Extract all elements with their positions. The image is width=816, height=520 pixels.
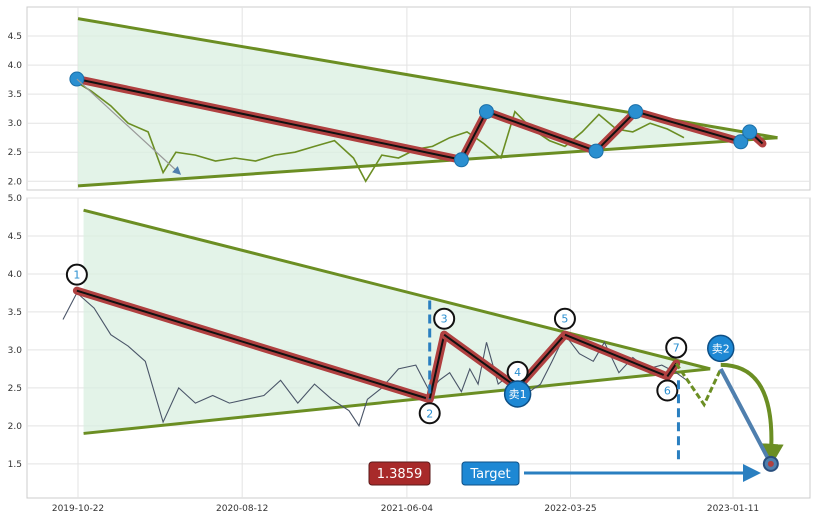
- wave-label-circle: [65, 263, 88, 286]
- target-value-text: 1.3859: [377, 467, 423, 482]
- bottom-y-axis: 1.5 2.0 2.5 3.0 3.5 4.0 4.5 5.0: [8, 194, 23, 470]
- top-wave-pivot: [742, 124, 758, 140]
- target-annotation: 1.3859 Target: [368, 461, 761, 486]
- top-wave-core: [460, 111, 488, 161]
- bottom-price: [62, 292, 688, 428]
- wave-label-text: 1: [73, 269, 80, 282]
- bot-ytick-label: 3.5: [8, 308, 22, 318]
- bot-price-line: [62, 292, 688, 428]
- wave-label-text: 5: [561, 313, 568, 326]
- bot-ytick-label: 4.5: [8, 232, 22, 242]
- top-panel: 2.0 2.5 3.0 3.5 4.0 4.5: [8, 6, 811, 191]
- bot-wave-core: [76, 289, 431, 401]
- target-label-text: Target: [469, 467, 510, 482]
- bottom-panel: 1.5 2.0 2.5 3.0 3.5 4.0 4.5 5.0 2019-10-22 2020-…: [8, 194, 811, 514]
- bot-lower-trendline: [83, 367, 711, 435]
- top-ytick-label: 2.0: [8, 177, 23, 187]
- top-ytick-label: 4.5: [8, 32, 22, 42]
- wave-label-text: 6: [664, 384, 671, 397]
- bot-ytick-label: 2.0: [8, 422, 23, 432]
- top-price-line: [76, 81, 685, 183]
- sell-point: [503, 380, 532, 408]
- top-wave-pivot: [478, 104, 494, 120]
- top-wave-core: [486, 110, 597, 153]
- x-tick-label: 2023-01-11: [707, 504, 759, 514]
- sell-point-label: 卖2: [712, 342, 730, 355]
- wave-label-circle: [433, 307, 456, 330]
- bottom-annotations: 卖1 卖2: [428, 300, 784, 472]
- top-wave-pivot: [628, 104, 644, 120]
- top-wave-core: [635, 110, 742, 143]
- bot-wave-core: [428, 334, 446, 400]
- sell-point-label: 卖1: [509, 388, 527, 401]
- wave-label-text: 2: [426, 407, 433, 420]
- target-value-badge: [368, 461, 431, 486]
- top-wave-pivot: [733, 134, 749, 150]
- forecast-straight-line: [718, 367, 773, 465]
- top-y-axis: 2.0 2.5 3.0 3.5 4.0 4.5: [8, 32, 23, 187]
- top-wave-pivot: [588, 143, 604, 159]
- wave-label-circle: [418, 402, 441, 425]
- wave-label-text: 7: [673, 342, 680, 355]
- bot-triangle-fill: [83, 210, 711, 434]
- bot-ytick-label: 1.5: [8, 460, 22, 470]
- bot-ytick-label: 2.5: [8, 384, 22, 394]
- top-lower-trendline: [77, 136, 778, 188]
- top-ytick-label: 4.0: [8, 61, 23, 71]
- top-guide-arrow: [76, 78, 182, 175]
- top-wave-core: [595, 110, 637, 152]
- bottom-triangle: [83, 208, 711, 435]
- forecast-curve-arrow: [720, 362, 784, 468]
- bot-ytick-label: 3.0: [8, 346, 23, 356]
- sell-point: [707, 334, 735, 363]
- bot-wave-core: [564, 333, 668, 378]
- top-wave: [69, 71, 767, 168]
- target-label-badge: [461, 461, 520, 486]
- top-wave-pivot: [453, 152, 469, 168]
- x-tick-label: 2020-08-12: [216, 504, 268, 514]
- top-ytick-label: 3.5: [8, 90, 22, 100]
- wave-label-circle: [656, 379, 679, 402]
- wave-label-circle: [553, 307, 576, 330]
- bottom-wave: 1 2 3 4 5 6 7: [65, 263, 688, 425]
- bot-ytick-label: 5.0: [8, 194, 23, 204]
- wave-label-text: 3: [441, 313, 448, 326]
- x-tick-label: 2019-10-22: [52, 504, 104, 514]
- top-ytick-label: 3.0: [8, 119, 23, 129]
- wave-label-circle: [665, 336, 688, 359]
- bot-ytick-label: 4.0: [8, 270, 23, 280]
- bottom-x-axis: 2019-10-22 2020-08-12 2021-06-04 2022-03-25…: [52, 504, 759, 514]
- wave-label-text: 4: [514, 366, 521, 379]
- bot-upper-trendline: [83, 208, 711, 371]
- x-tick-label: 2021-06-04: [381, 504, 434, 514]
- top-price: [76, 81, 685, 183]
- top-wave-core: [76, 78, 462, 161]
- top-ytick-label: 2.5: [8, 148, 22, 158]
- target-point-core: [767, 460, 774, 467]
- bot-wave-core: [666, 363, 678, 378]
- bot-wave-core: [443, 333, 519, 389]
- top-annotations: [76, 78, 182, 175]
- x-tick-label: 2022-03-25: [544, 504, 596, 514]
